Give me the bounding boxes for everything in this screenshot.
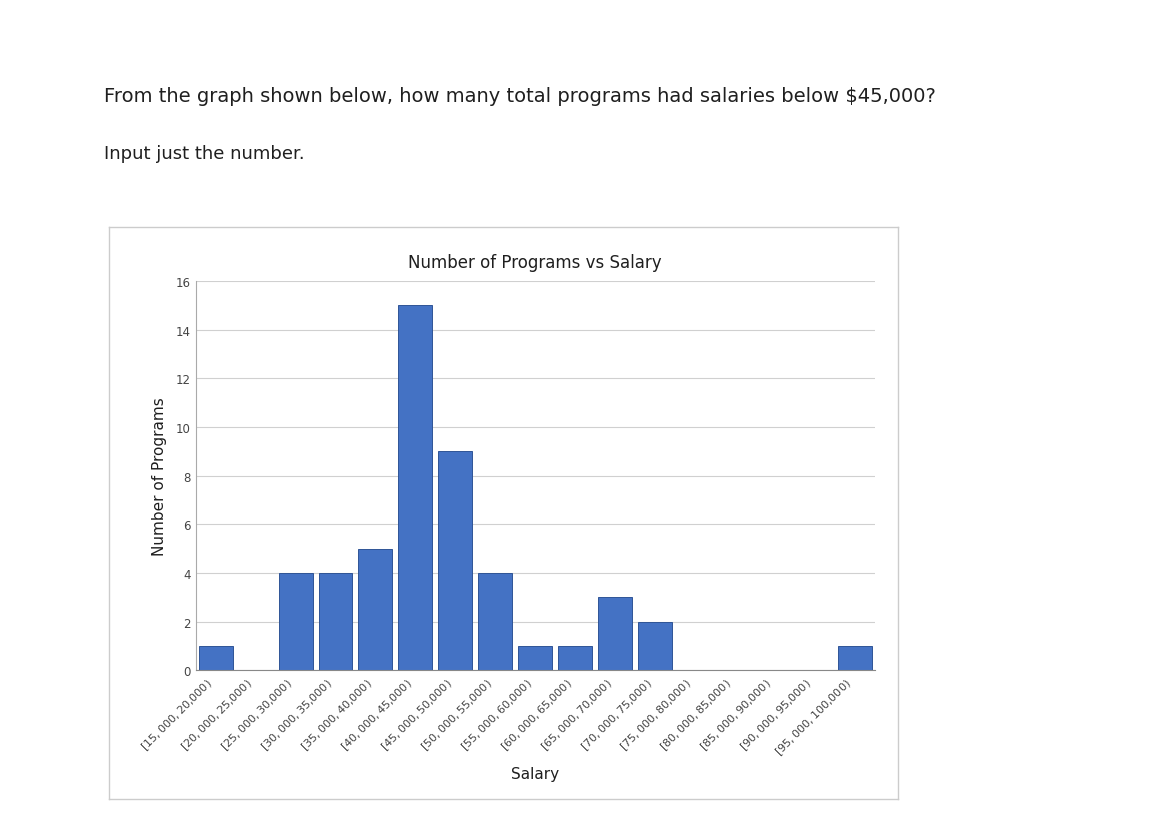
Bar [838, 647, 871, 671]
Bar [279, 573, 313, 671]
X-axis label: Salary: Salary [511, 766, 559, 781]
Bar [319, 573, 352, 671]
Bar [398, 306, 433, 671]
Bar [479, 573, 512, 671]
Bar [439, 452, 472, 671]
Text: Input just the number.: Input just the number. [104, 145, 304, 163]
Bar [518, 647, 552, 671]
Bar [638, 622, 672, 671]
Bar [199, 647, 233, 671]
Text: From the graph shown below, how many total programs had salaries below $45,000?: From the graph shown below, how many tot… [104, 87, 936, 106]
Y-axis label: Number of Programs: Number of Programs [152, 397, 168, 556]
Bar [599, 598, 632, 671]
Title: Number of Programs vs Salary: Number of Programs vs Salary [409, 253, 662, 272]
Bar [558, 647, 592, 671]
Bar [358, 549, 392, 671]
